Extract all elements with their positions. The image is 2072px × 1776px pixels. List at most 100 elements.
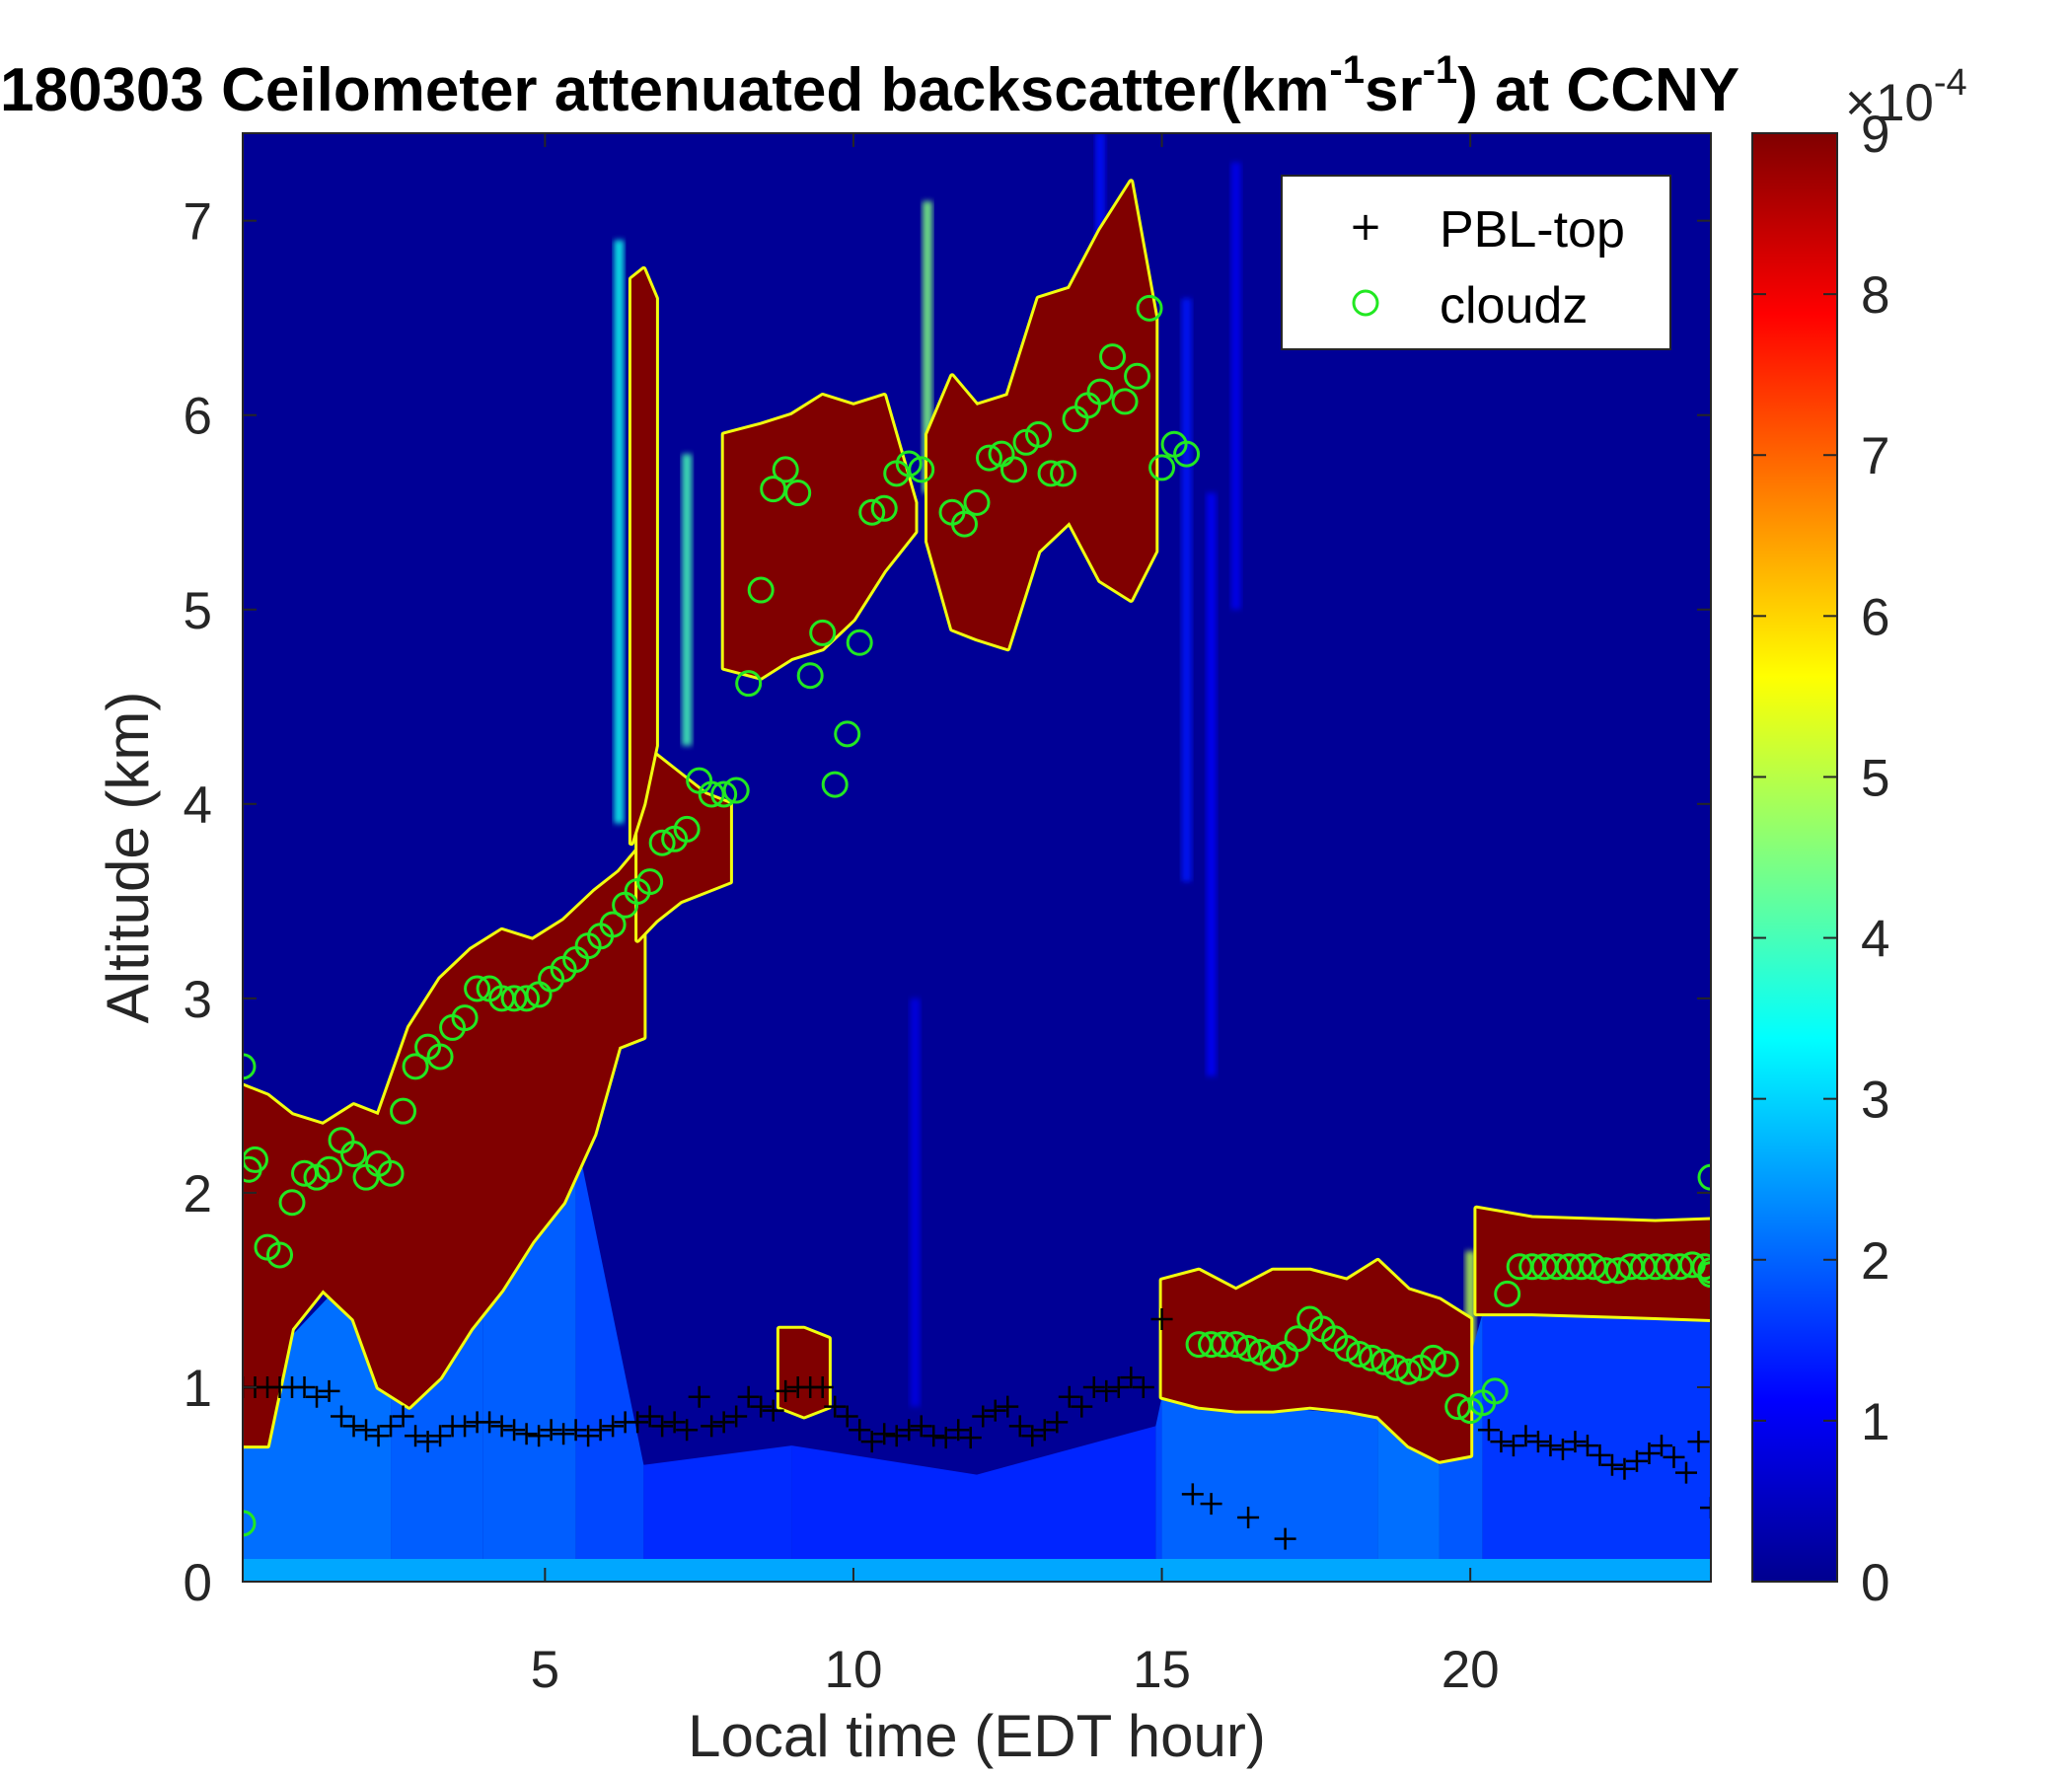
pbl-top-point (1150, 1307, 1173, 1330)
aerosol-segment (1161, 1396, 1378, 1582)
pbl-top-point (1237, 1506, 1260, 1528)
cloudz-point (1444, 1393, 1472, 1421)
cloudz-point (243, 1053, 257, 1080)
pbl-top-point (1589, 1443, 1611, 1466)
legend: + PBL-top cloudz (1281, 175, 1671, 350)
y-axis: 0 1 2 3 4 5 6 7 (184, 193, 1711, 1612)
aerosol-segment (643, 1445, 792, 1582)
cloudz-point (636, 868, 664, 896)
colorbar-ticks: 0 1 2 3 4 5 6 7 8 9 (1752, 106, 1889, 1612)
cloudz-point (1346, 1340, 1373, 1368)
backscatter-streak (1206, 492, 1217, 1076)
cloudz-point (464, 975, 491, 1002)
cloudz-point (698, 780, 725, 808)
cloudz-point (1333, 1335, 1361, 1363)
cloudz-point (1691, 1253, 1711, 1281)
pbl-top-point (1515, 1425, 1537, 1447)
pbl-top-point (885, 1425, 908, 1447)
y-tick-label: 0 (184, 1554, 212, 1612)
pbl-top-point (331, 1405, 353, 1428)
cloudz-point (1124, 362, 1151, 390)
colorbar-tick-label: 4 (1861, 911, 1889, 969)
pbl-top-point (1132, 1375, 1154, 1398)
cloudz-point (599, 911, 627, 938)
pbl-top-point (984, 1399, 1006, 1422)
backscatter-streak (1095, 133, 1106, 241)
y-axis-label: Altitude (km) (95, 692, 161, 1024)
cloudz-point (1086, 378, 1114, 406)
pbl-top-point (1674, 1461, 1697, 1484)
cloudz-point (451, 1004, 479, 1032)
y-tick-label: 4 (184, 777, 212, 835)
pbl-top-point (318, 1379, 340, 1402)
cloudz-point (834, 720, 861, 748)
pbl-top-point (367, 1425, 390, 1447)
backscatter-streak (922, 200, 932, 493)
x-tick-label: 5 (531, 1641, 559, 1699)
pbl-top-point (627, 1411, 649, 1434)
cloudz-point (772, 456, 799, 483)
cloudz-point (1234, 1335, 1262, 1363)
cloudz-point (1697, 1163, 1711, 1191)
backscatter-streak (910, 998, 921, 1407)
pbl-top-point (997, 1395, 1019, 1418)
cloudz-point (710, 780, 738, 808)
pbl-top-point (737, 1385, 760, 1408)
plot-frame (242, 132, 1712, 1583)
legend-marker-pbl: + (1349, 204, 1382, 250)
cloud-region (778, 1328, 829, 1417)
pbl-top-point (1687, 1431, 1710, 1453)
cloudz-point (1111, 388, 1139, 415)
cloudz-point (1358, 1344, 1385, 1371)
pbl-top-point (1650, 1435, 1672, 1457)
colorbar-multiplier: ×10-4 (1845, 62, 1967, 132)
y-tick-label: 3 (184, 971, 212, 1029)
colorbar-tick-label: 2 (1861, 1232, 1889, 1291)
cloudz-point (895, 450, 923, 478)
pbl-top-point (1033, 1419, 1056, 1442)
pbl-top-point (849, 1419, 871, 1442)
pbl-top-point (1200, 1493, 1222, 1516)
aerosol-segment (1377, 1416, 1440, 1582)
pbl-top-point (490, 1415, 513, 1438)
cloudz-point (908, 456, 935, 483)
pbl-top-point (1625, 1449, 1648, 1472)
cloudz-point (963, 488, 991, 516)
y-tick-label: 1 (184, 1360, 212, 1418)
cloudz-point (1592, 1257, 1620, 1285)
pbl-top-point (1071, 1395, 1093, 1418)
cloudz-point (1099, 343, 1127, 371)
pbl-top-point (405, 1425, 427, 1447)
pbl-top-point (1551, 1439, 1574, 1461)
colorbar-tick-label: 6 (1861, 588, 1889, 646)
cloudz-point (291, 1159, 319, 1187)
cloudz-series (243, 294, 1711, 1537)
pbl-top-point (860, 1431, 883, 1453)
cloudz-point (1259, 1344, 1287, 1371)
cloudz-point (1136, 294, 1163, 322)
cloudz-point (500, 985, 528, 1012)
x-tick-label: 10 (824, 1641, 882, 1699)
pbl-top-point (1082, 1375, 1105, 1398)
colorbar-tick-label: 0 (1861, 1554, 1889, 1612)
cloudz-point (722, 777, 750, 804)
cloudz-point (1494, 1280, 1521, 1307)
pbl-top-point (898, 1419, 921, 1442)
pbl-top-point (1095, 1379, 1118, 1402)
cloudz-point (858, 498, 886, 526)
pbl-top-point (306, 1385, 329, 1408)
pbl-top-point (1576, 1435, 1598, 1457)
cloudz-point (821, 771, 849, 798)
cloudz-point (1173, 440, 1201, 468)
pbl-top-point (1058, 1385, 1080, 1408)
plot-area (243, 133, 1711, 1582)
legend-label-cloudz: cloudz (1440, 277, 1588, 334)
pbl-top-point (934, 1427, 957, 1449)
pbl-top-point (638, 1405, 661, 1428)
pbl-top-point (1600, 1453, 1623, 1476)
pbl-top-point (947, 1419, 970, 1442)
cloud-region (1161, 1260, 1471, 1461)
cloudz-point (316, 1155, 343, 1183)
aerosol-segment (791, 1445, 977, 1582)
cloudz-point (870, 494, 898, 522)
